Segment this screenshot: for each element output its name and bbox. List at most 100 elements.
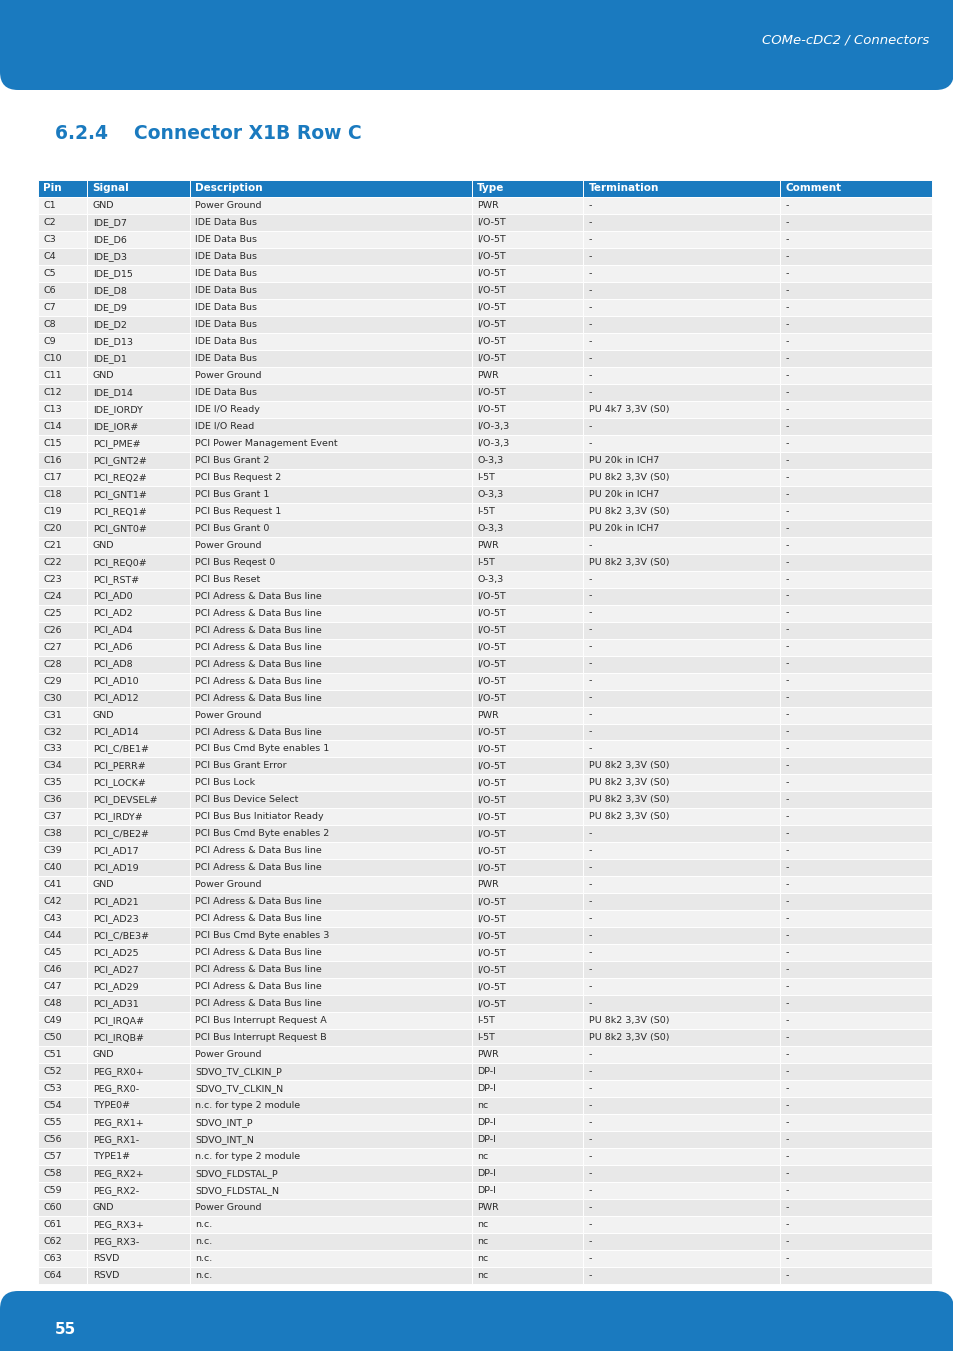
Bar <box>471 1233 582 1250</box>
Bar <box>780 1046 931 1063</box>
Text: SDVO_INT_N: SDVO_INT_N <box>195 1135 254 1144</box>
Text: -: - <box>784 439 788 447</box>
Text: I/O-5T: I/O-5T <box>476 948 505 958</box>
Bar <box>0 1309 953 1351</box>
Text: C7: C7 <box>44 303 56 312</box>
Bar <box>780 689 931 707</box>
Bar <box>471 231 582 249</box>
Text: IDE_D2: IDE_D2 <box>92 320 127 328</box>
Bar <box>87 570 190 588</box>
Bar <box>471 536 582 554</box>
Bar <box>190 1063 471 1081</box>
Bar <box>190 944 471 962</box>
Text: PCI Adress & Data Bus line: PCI Adress & Data Bus line <box>195 965 322 974</box>
Text: I/O-5T: I/O-5T <box>476 251 505 261</box>
Bar <box>190 893 471 911</box>
Text: GND: GND <box>92 201 114 209</box>
Text: PU 8k2 3,3V (S0): PU 8k2 3,3V (S0) <box>588 473 669 482</box>
Text: PEG_RX3-: PEG_RX3- <box>92 1238 139 1246</box>
Text: O-3,3: O-3,3 <box>476 489 503 499</box>
Bar <box>582 927 780 944</box>
Bar <box>38 213 87 231</box>
Bar <box>582 282 780 299</box>
Bar <box>38 825 87 843</box>
Bar <box>87 689 190 707</box>
Bar <box>582 367 780 384</box>
Text: PCI_LOCK#: PCI_LOCK# <box>92 778 146 788</box>
Text: PCI Bus Grant 0: PCI Bus Grant 0 <box>195 524 270 532</box>
Bar <box>780 655 931 673</box>
Bar <box>471 740 582 758</box>
Bar <box>471 570 582 588</box>
Bar <box>190 655 471 673</box>
Text: PCI Adress & Data Bus line: PCI Adress & Data Bus line <box>195 948 322 958</box>
Text: -: - <box>784 1050 788 1059</box>
Text: I/O-5T: I/O-5T <box>476 269 505 278</box>
Text: I/O-5T: I/O-5T <box>476 727 505 736</box>
Text: PCI_REQ2#: PCI_REQ2# <box>92 473 146 482</box>
Bar <box>87 808 190 825</box>
Text: -: - <box>588 251 592 261</box>
Bar <box>38 859 87 877</box>
Text: -: - <box>588 677 592 685</box>
Text: PCI Bus Interrupt Request A: PCI Bus Interrupt Request A <box>195 1016 327 1025</box>
Bar <box>780 1250 931 1267</box>
Text: PCI_RST#: PCI_RST# <box>92 574 139 584</box>
Bar <box>471 249 582 265</box>
Bar <box>471 724 582 740</box>
Text: PCI Bus Device Select: PCI Bus Device Select <box>195 796 298 804</box>
Text: C30: C30 <box>44 693 62 703</box>
Bar <box>780 332 931 350</box>
Text: -: - <box>784 507 788 516</box>
Text: C11: C11 <box>44 370 62 380</box>
Bar <box>87 265 190 282</box>
Bar <box>582 588 780 605</box>
Text: PU 8k2 3,3V (S0): PU 8k2 3,3V (S0) <box>588 1016 669 1025</box>
Bar <box>38 927 87 944</box>
Bar <box>471 1012 582 1029</box>
Bar <box>0 0 953 72</box>
Bar <box>87 911 190 927</box>
Bar <box>87 962 190 978</box>
Bar <box>190 1081 471 1097</box>
Bar <box>87 927 190 944</box>
Bar <box>780 740 931 758</box>
Text: -: - <box>588 354 592 363</box>
Bar <box>87 758 190 774</box>
Bar <box>87 1182 190 1200</box>
Bar <box>190 673 471 689</box>
Bar <box>190 740 471 758</box>
Text: PCI Bus Grant 2: PCI Bus Grant 2 <box>195 455 270 465</box>
Text: -: - <box>784 711 788 720</box>
Text: PCI_REQ0#: PCI_REQ0# <box>92 558 146 566</box>
Text: PCI_AD25: PCI_AD25 <box>92 948 138 958</box>
Bar <box>38 774 87 792</box>
Bar <box>38 1148 87 1165</box>
Text: C56: C56 <box>44 1135 62 1144</box>
Text: C32: C32 <box>44 727 62 736</box>
Text: PCI_AD21: PCI_AD21 <box>92 897 138 907</box>
Text: I/O-5T: I/O-5T <box>476 846 505 855</box>
Text: C4: C4 <box>44 251 56 261</box>
Bar <box>87 249 190 265</box>
Text: C18: C18 <box>44 489 62 499</box>
Text: -: - <box>588 931 592 940</box>
Text: GND: GND <box>92 881 114 889</box>
Bar <box>780 588 931 605</box>
Bar <box>582 332 780 350</box>
Bar <box>190 367 471 384</box>
Text: -: - <box>588 1119 592 1127</box>
Text: PCI_AD31: PCI_AD31 <box>92 1000 138 1008</box>
Text: PCI_AD23: PCI_AD23 <box>92 915 138 923</box>
Text: C33: C33 <box>44 744 62 754</box>
Bar <box>87 316 190 332</box>
Text: C49: C49 <box>44 1016 62 1025</box>
Text: -: - <box>784 473 788 482</box>
Bar <box>780 282 931 299</box>
Text: -: - <box>588 269 592 278</box>
Text: -: - <box>784 320 788 328</box>
Text: Pin: Pin <box>44 184 62 193</box>
Bar <box>190 1250 471 1267</box>
Bar <box>38 1097 87 1115</box>
Bar <box>582 621 780 639</box>
